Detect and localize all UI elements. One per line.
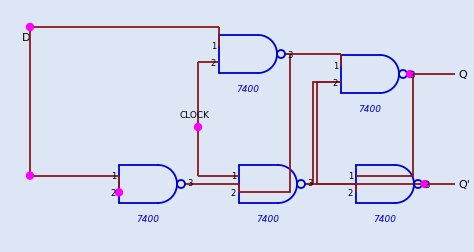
Circle shape (421, 181, 428, 188)
Text: 7400: 7400 (237, 85, 259, 94)
Circle shape (194, 124, 201, 131)
Text: 1: 1 (231, 171, 236, 180)
Text: 3: 3 (424, 180, 429, 189)
Text: 1: 1 (211, 42, 216, 51)
Text: 7400: 7400 (256, 214, 280, 223)
Circle shape (27, 172, 34, 179)
Text: 2: 2 (333, 79, 338, 87)
Circle shape (116, 189, 122, 196)
Text: 3: 3 (307, 179, 312, 188)
Text: 2: 2 (111, 188, 116, 197)
Text: 7400: 7400 (137, 214, 159, 223)
Text: Q: Q (458, 70, 467, 80)
Text: 2: 2 (211, 59, 216, 68)
Text: 2: 2 (348, 188, 353, 197)
Text: 3: 3 (409, 70, 414, 79)
Circle shape (407, 71, 413, 78)
Text: D: D (22, 33, 30, 43)
Text: Q': Q' (458, 179, 470, 189)
Text: 7400: 7400 (358, 105, 382, 114)
Text: 2: 2 (231, 188, 236, 197)
Text: 1: 1 (111, 171, 116, 180)
Text: 7400: 7400 (374, 214, 396, 223)
Text: 1: 1 (348, 171, 353, 180)
Text: 1: 1 (333, 62, 338, 71)
Circle shape (27, 24, 34, 32)
Text: 3: 3 (187, 179, 192, 188)
Text: 3: 3 (287, 50, 292, 59)
Text: CLOCK: CLOCK (180, 111, 210, 119)
